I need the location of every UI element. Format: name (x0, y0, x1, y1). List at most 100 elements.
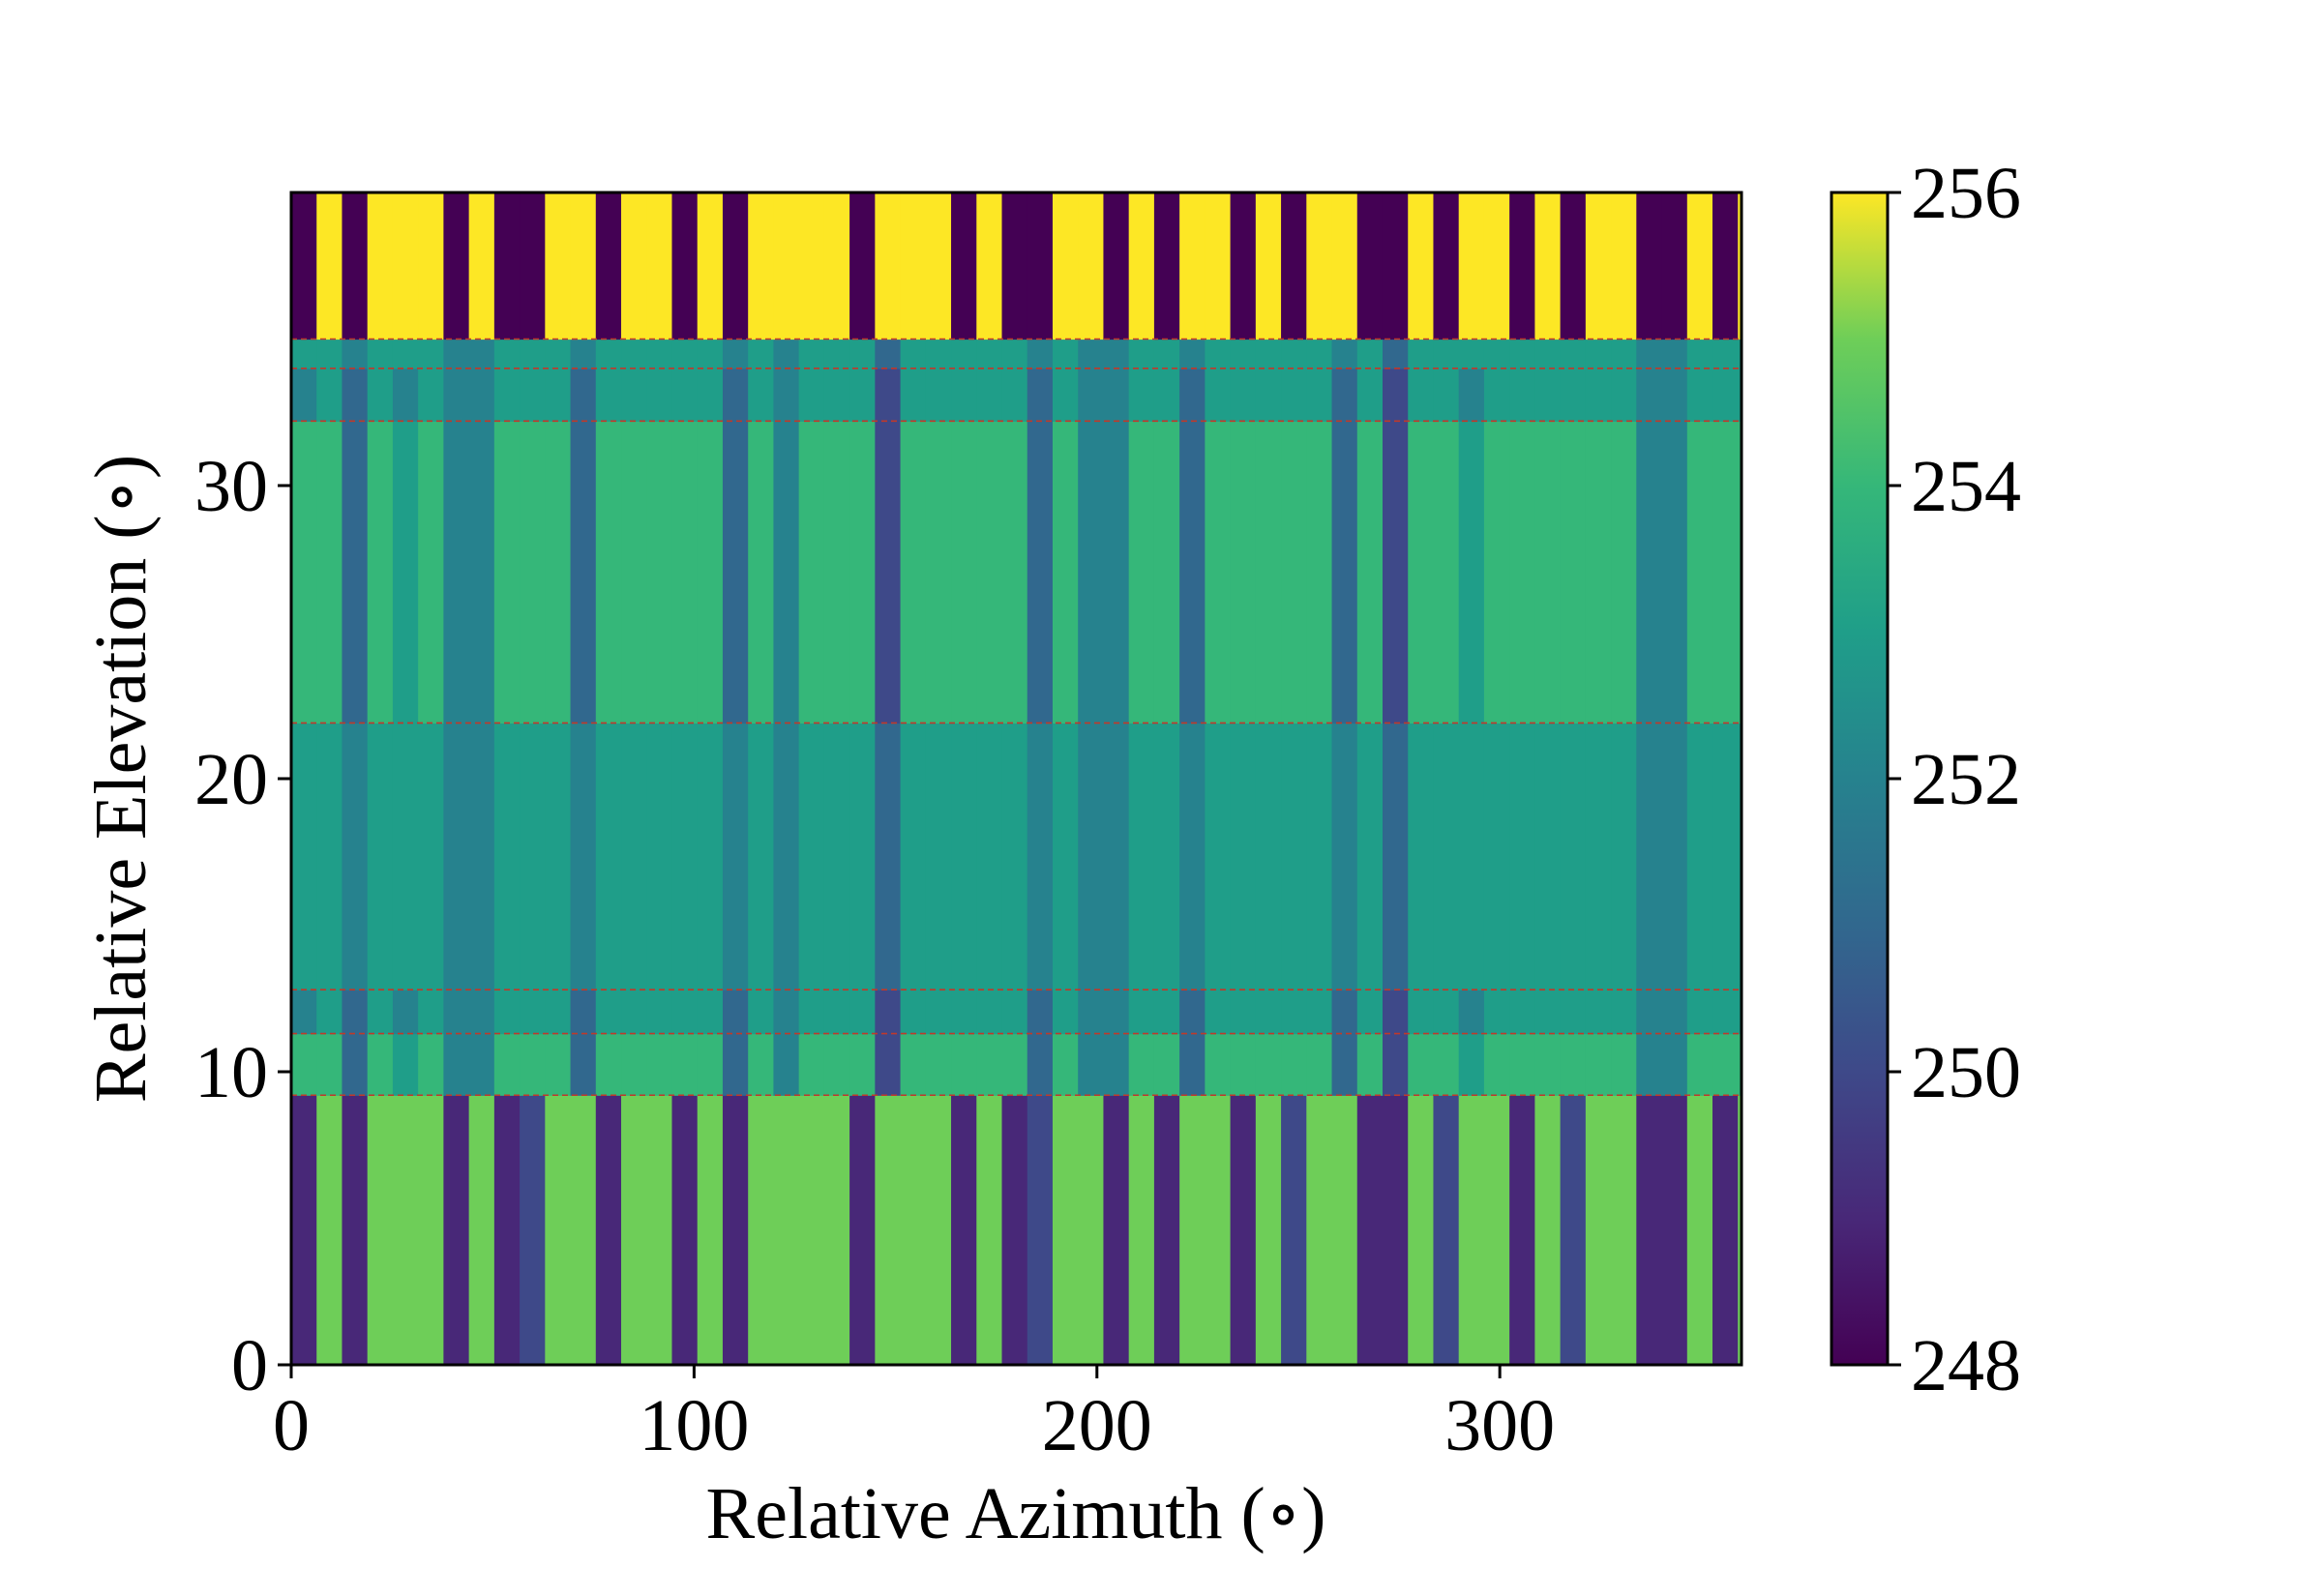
heatmap-cell (1356, 723, 1384, 990)
heatmap-cell (342, 723, 369, 990)
heatmap-cell (951, 339, 977, 369)
heatmap-cell (773, 990, 800, 1035)
heatmap-cell (1712, 368, 1739, 422)
heatmap-cell (1205, 723, 1232, 990)
heatmap-cell (1052, 1033, 1079, 1096)
heatmap-cell (1103, 339, 1130, 369)
heatmap-cell (900, 368, 927, 422)
heatmap-cell (951, 990, 977, 1035)
heatmap-cell (392, 192, 419, 340)
heatmap-cell (570, 368, 597, 422)
heatmap-cell (418, 421, 444, 724)
heatmap-cell (900, 1033, 927, 1096)
heatmap-cell (595, 339, 622, 369)
heatmap-cell (697, 339, 724, 369)
heatmap-cell (1356, 1095, 1384, 1366)
heatmap-cell (1408, 421, 1435, 724)
heatmap-cell (875, 1033, 902, 1096)
heatmap-cell (342, 339, 369, 369)
heatmap-cell (1331, 1095, 1358, 1366)
heatmap-cell (545, 421, 572, 724)
heatmap-cell (1534, 723, 1562, 990)
heatmap-cell (1738, 1033, 1742, 1096)
heatmap-cell (468, 368, 495, 422)
heatmap-cell (748, 723, 775, 990)
heatmap-cell (1509, 990, 1535, 1035)
heatmap-cell (367, 368, 394, 422)
heatmap-cell (520, 421, 546, 724)
heatmap-cell (443, 339, 470, 369)
heatmap-cell (367, 421, 394, 724)
heatmap-cell (1534, 1095, 1562, 1366)
heatmap-cell (291, 339, 317, 369)
heatmap-cell (646, 368, 673, 422)
heatmap-cell (773, 723, 800, 990)
heatmap-cell (545, 368, 572, 422)
heatmap-cell (1382, 990, 1409, 1035)
heatmap-cell (1078, 368, 1105, 422)
x-axis-ticks: 0 100 200 300 (273, 1365, 1555, 1466)
y-tick-label: 30 (194, 446, 268, 527)
heatmap-cell (646, 1095, 673, 1366)
heatmap-cell (1611, 990, 1637, 1035)
heatmap-cell (925, 990, 952, 1035)
heatmap-cell (291, 723, 317, 990)
heatmap-cell (1534, 192, 1562, 340)
heatmap-cell (621, 990, 647, 1035)
colorbar-tick-label: 256 (1911, 153, 2021, 234)
heatmap-cell (291, 990, 317, 1035)
heatmap-cell (1078, 723, 1105, 990)
heatmap-cell (722, 1095, 749, 1366)
heatmap-cell (925, 723, 952, 990)
heatmap-cell (697, 990, 724, 1035)
heatmap-cell (570, 990, 597, 1035)
heatmap-cell (595, 368, 622, 422)
heatmap-cell (976, 339, 1003, 369)
heatmap-cell (1128, 421, 1155, 724)
heatmap-cell (545, 339, 572, 369)
heatmap-cell (570, 1095, 597, 1366)
heatmap-cell (900, 723, 927, 990)
heatmap-cell (1433, 1033, 1460, 1096)
heatmap-cell (1001, 990, 1028, 1035)
heatmap-cell (1458, 368, 1485, 422)
heatmap-cell (1179, 1033, 1206, 1096)
heatmap-cell (1611, 339, 1637, 369)
heatmap-cell (1255, 421, 1282, 724)
heatmap-cell (900, 1095, 927, 1366)
heatmap-cell (1686, 1095, 1713, 1366)
heatmap-cell (1356, 421, 1384, 724)
heatmap-cell (1230, 368, 1257, 422)
heatmap-cell (1179, 723, 1206, 990)
heatmap-cell (1534, 368, 1562, 422)
heatmap-cell (342, 368, 369, 422)
heatmap-cell (1509, 1095, 1535, 1366)
heatmap-cell (1686, 339, 1713, 369)
heatmap-cell (1382, 421, 1409, 724)
heatmap-cell (849, 339, 876, 369)
heatmap-cell (1356, 192, 1384, 340)
heatmap-cell (1205, 368, 1232, 422)
heatmap-cell (1611, 368, 1637, 422)
heatmap-cell (392, 421, 419, 724)
heatmap-cell (621, 1095, 647, 1366)
heatmap-cell (976, 723, 1003, 990)
heatmap-cell (900, 339, 927, 369)
heatmap-cell (1408, 723, 1435, 990)
heatmap-cell (1281, 1033, 1307, 1096)
heatmap-cell (1686, 192, 1713, 340)
heatmap-cell (443, 192, 470, 340)
heatmap-cell (1560, 339, 1587, 369)
heatmap-cell (1205, 990, 1232, 1035)
heatmap-cell (1179, 990, 1206, 1035)
heatmap-cell (748, 368, 775, 422)
heatmap-cell (976, 1033, 1003, 1096)
heatmap-cell (697, 723, 724, 990)
heatmap-cell (595, 1095, 622, 1366)
heatmap-cell (748, 421, 775, 724)
heatmap-cell (520, 1095, 546, 1366)
heatmap-cell (1408, 990, 1435, 1035)
colorbar (1830, 191, 1890, 1367)
heatmap-cell (520, 723, 546, 990)
heatmap-cell (951, 1033, 977, 1096)
